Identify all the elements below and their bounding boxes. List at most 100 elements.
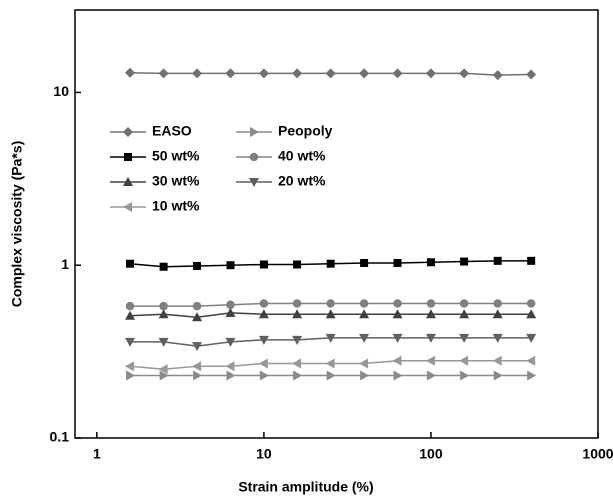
data-point [359, 358, 369, 369]
data-point [426, 258, 435, 267]
data-point [192, 361, 202, 372]
legend-label: 50 wt% [152, 148, 200, 164]
data-point [492, 333, 503, 343]
data-point [392, 355, 402, 366]
data-point [359, 299, 369, 308]
x-tick-label: 1 [93, 446, 101, 462]
data-point [425, 309, 436, 319]
data-point [493, 370, 503, 381]
data-point [292, 68, 303, 79]
data-point [392, 68, 403, 79]
data-point [459, 355, 469, 366]
data-point [292, 299, 302, 308]
data-point [527, 370, 537, 381]
data-point [225, 307, 236, 317]
data-point [459, 333, 470, 343]
data-point [359, 68, 370, 79]
data-point [258, 358, 268, 369]
data-point [225, 361, 235, 372]
y-tick-label: 10 [53, 83, 69, 99]
data-point [526, 355, 536, 366]
data-point [126, 370, 136, 381]
data-point [526, 69, 537, 80]
data-point [325, 333, 336, 343]
legend-marker [249, 152, 259, 162]
data-point [459, 309, 470, 319]
legend-marker [124, 153, 132, 161]
data-point [392, 309, 403, 319]
data-point [526, 299, 536, 308]
data-point [226, 300, 235, 310]
data-point [159, 370, 169, 381]
data-point [158, 68, 169, 79]
plot-frame [74, 9, 599, 439]
data-point [359, 309, 370, 319]
data-point [293, 260, 302, 269]
data-point [125, 337, 136, 347]
data-point [325, 309, 336, 319]
data-point [325, 68, 336, 79]
data-point [258, 335, 269, 345]
x-tick-label: 100 [419, 446, 443, 462]
data-point [460, 370, 470, 381]
legend-label: 10 wt% [152, 198, 200, 214]
data-point [459, 68, 470, 79]
data-point [225, 337, 236, 347]
data-point [192, 312, 203, 322]
data-point [360, 370, 370, 381]
data-point [292, 335, 303, 345]
data-point [226, 261, 235, 270]
data-point [293, 370, 303, 381]
data-point [492, 309, 503, 319]
data-point [259, 260, 268, 269]
data-point [527, 256, 536, 265]
legend-marker [250, 127, 259, 137]
legend-label: 40 wt% [278, 148, 326, 164]
data-point [425, 333, 436, 343]
legend-label: 30 wt% [152, 173, 200, 189]
data-point [193, 370, 203, 381]
legend-marker [123, 177, 133, 186]
x-axis-label: Strain amplitude (%) [238, 479, 373, 495]
data-point [192, 342, 203, 352]
data-point [226, 370, 236, 381]
data-point [326, 299, 335, 308]
data-point [326, 370, 336, 381]
data-point [326, 259, 335, 268]
data-point [492, 70, 503, 81]
data-point [325, 358, 335, 369]
data-point [225, 68, 236, 79]
data-point [192, 68, 203, 79]
y-axis-label: Complex viscosity (Pa*s) [9, 141, 25, 308]
data-point [158, 337, 169, 347]
data-point [493, 299, 502, 308]
data-point [459, 299, 469, 308]
data-point [526, 309, 537, 319]
data-point [360, 259, 369, 268]
data-point [258, 68, 269, 79]
data-point [460, 257, 469, 266]
y-tick-label: 1 [61, 256, 69, 272]
data-point [393, 299, 402, 308]
data-point [493, 256, 502, 265]
data-point [125, 310, 136, 320]
legend-label: 20 wt% [278, 173, 326, 189]
data-point [158, 364, 168, 375]
data-point [425, 68, 436, 79]
data-point [492, 355, 502, 366]
legend-marker [123, 127, 133, 137]
data-point [192, 301, 202, 311]
data-point [426, 299, 436, 308]
data-point [426, 370, 436, 381]
y-tick-label: 0.1 [50, 429, 70, 445]
data-point [158, 309, 169, 319]
data-point [193, 261, 202, 270]
data-point [393, 259, 402, 268]
data-point [126, 259, 135, 268]
data-point [159, 262, 168, 271]
data-point [393, 370, 403, 381]
data-point [159, 301, 168, 311]
x-tick-label: 1000 [582, 446, 613, 462]
data-point [259, 370, 269, 381]
